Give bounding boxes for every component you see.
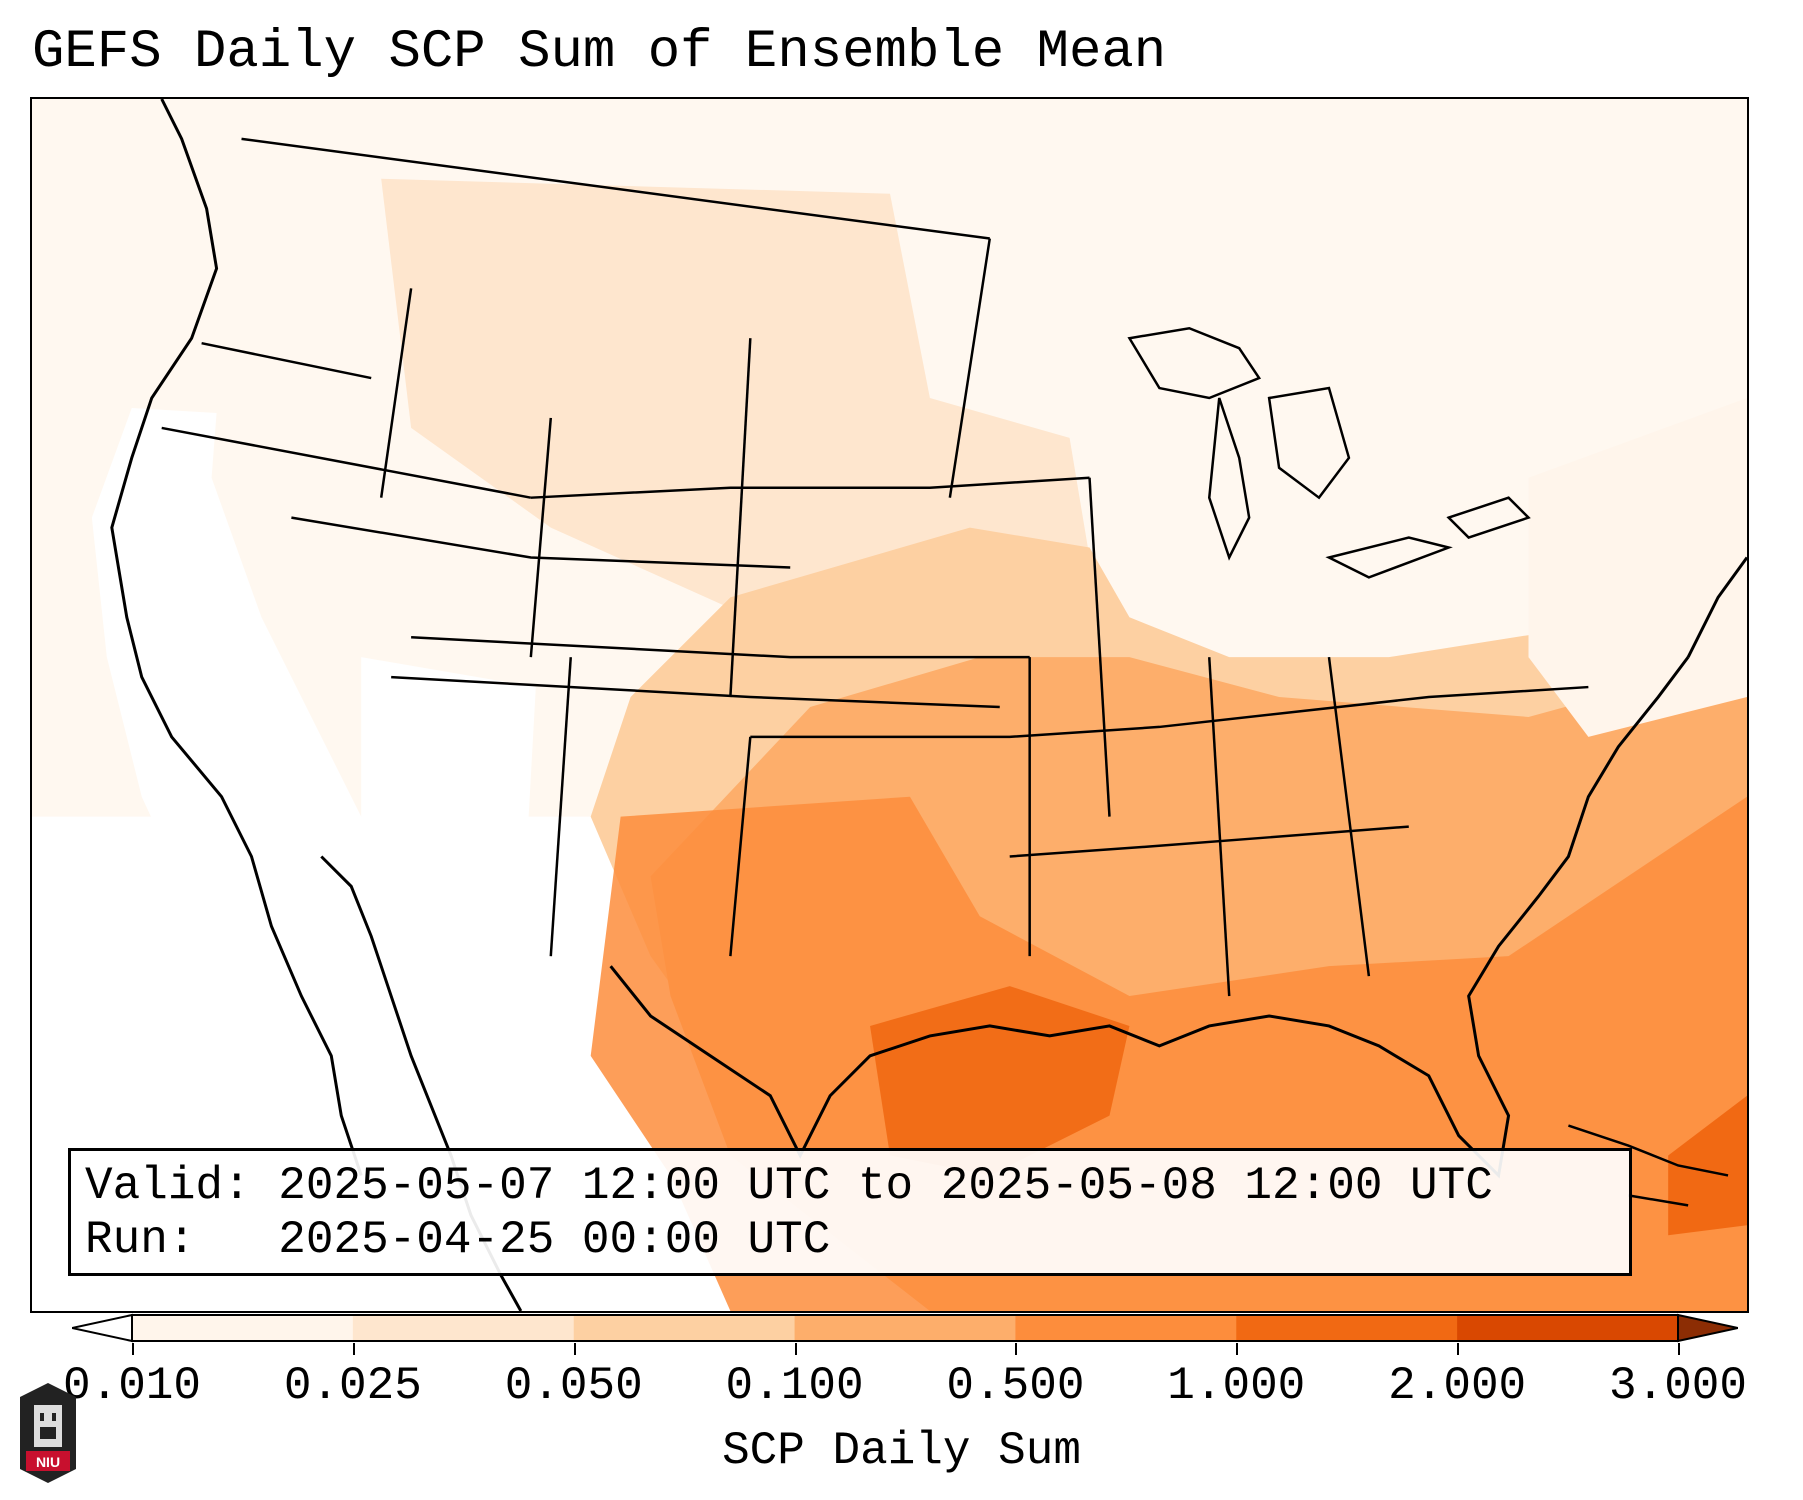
colorbar-tick-label: 3.000 <box>1608 1360 1748 1412</box>
run-line: Run: 2025-04-25 00:00 UTC <box>85 1213 1615 1267</box>
colorbar-tick-label: 0.010 <box>62 1360 202 1412</box>
colorbar-tick-label: 0.025 <box>283 1360 422 1412</box>
run-label: Run: <box>85 1214 196 1266</box>
colorbar-segment-0 <box>132 1315 354 1341</box>
map-panel <box>30 97 1749 1313</box>
colorbar-tick-label: 0.500 <box>946 1360 1085 1412</box>
northeast-coast <box>1686 556 1747 658</box>
valid-line: Valid: 2025-05-07 12:00 UTC to 2025-05-0… <box>85 1159 1615 1213</box>
caribbean-islands <box>1568 1124 1729 1207</box>
field-atlantic-light <box>1528 398 1747 737</box>
scp-map <box>32 99 1747 1311</box>
map-title: GEFS Daily SCP Sum of Ensemble Mean <box>32 22 1167 83</box>
gulf-atlantic-coast <box>609 656 1690 1179</box>
university-tower-icon: NIU <box>20 1383 76 1483</box>
colorbar-tick-mark <box>1236 1343 1239 1355</box>
colorbar-segment-3 <box>794 1315 1016 1341</box>
colorbar-tick-label: 2.000 <box>1388 1360 1527 1412</box>
colorbar-tick-mark <box>132 1343 134 1355</box>
great-lakes <box>1127 326 1531 579</box>
state-borders <box>161 137 1589 997</box>
colorbar-tick-mark <box>352 1343 355 1355</box>
colorbar-extend-high <box>1677 1313 1738 1343</box>
valid-value: 2025-05-07 12:00 UTC to 2025-05-08 12:00… <box>278 1160 1493 1212</box>
colorbar-tick-mark <box>1678 1343 1680 1355</box>
run-value: 2025-04-25 00:00 UTC <box>278 1214 831 1266</box>
colorbar-tick-mark <box>794 1343 797 1355</box>
colorbar-tick-mark <box>1457 1343 1460 1355</box>
colorbar-tick-label: 0.100 <box>725 1360 864 1412</box>
logo-text: NIU <box>36 1454 60 1470</box>
field-california <box>91 407 362 977</box>
colorbar-tick-mark <box>573 1343 576 1355</box>
colorbar-tick-label: 0.050 <box>504 1360 643 1412</box>
colorbar-segment-6 <box>1457 1315 1679 1341</box>
colorbar-tick-mark <box>1015 1343 1018 1355</box>
colorbar-extend-low <box>72 1313 133 1343</box>
colorbar-segment-5 <box>1236 1315 1458 1341</box>
colorbar-label: SCP Daily Sum <box>722 1425 1081 1477</box>
valid-run-box: Valid: 2025-05-07 12:00 UTC to 2025-05-0… <box>68 1148 1632 1276</box>
west-coast <box>110 99 363 1176</box>
field-plains-light <box>381 178 1090 658</box>
colorbar <box>72 1313 1738 1343</box>
valid-label: Valid: <box>85 1160 251 1212</box>
colorbar-tick-label: 1.000 <box>1167 1360 1306 1412</box>
colorbar-segment-4 <box>1015 1315 1237 1341</box>
colorbar-segment-2 <box>573 1315 796 1341</box>
field-caribbean-core <box>1668 1095 1747 1236</box>
colorbar-outline <box>131 1314 1679 1342</box>
field-arizona <box>361 657 536 897</box>
colorbar-segment-1 <box>352 1315 575 1341</box>
